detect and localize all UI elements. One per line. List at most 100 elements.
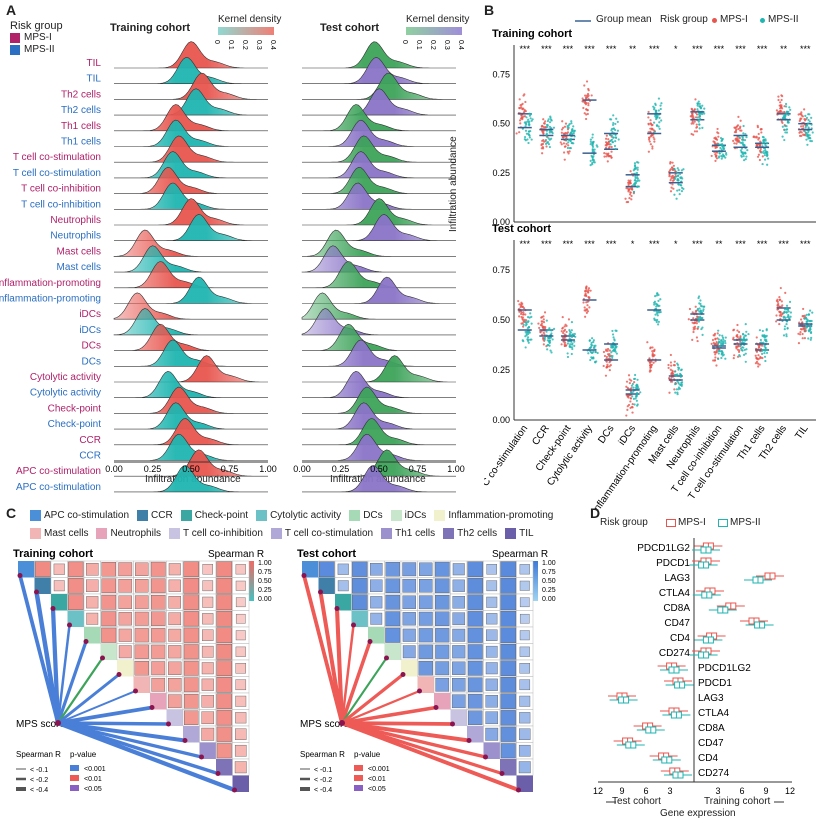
- panel-c-legend-item: iDCs: [390, 510, 426, 521]
- panel-b-point: [522, 311, 525, 314]
- panel-b-point: [552, 327, 556, 330]
- panel-b-point: [756, 126, 760, 129]
- panel-b-point: [741, 141, 744, 144]
- panel-c-colorbar-tick: 1.00: [542, 560, 556, 567]
- panel-b-point: [571, 127, 574, 131]
- panel-b-point: [775, 320, 778, 323]
- panel-b-point: [529, 113, 532, 116]
- panel-b-point: [775, 314, 778, 317]
- panel-b-point: [653, 301, 656, 304]
- panel-b-point: [570, 329, 573, 332]
- panel-b-point: [697, 120, 700, 123]
- panel-b-point: [677, 169, 680, 172]
- panel-b-point: [802, 307, 805, 311]
- panel-b-significance: ***: [584, 239, 595, 249]
- panel-b-point: [585, 287, 588, 290]
- panel-b-point: [596, 145, 599, 148]
- panel-b-ytick: 0.25: [492, 168, 510, 178]
- panel-a-ridge-train: [114, 41, 268, 69]
- panel-b-point: [547, 142, 551, 146]
- panel-b-point: [697, 325, 700, 329]
- panel-b-point: [653, 106, 656, 109]
- panel-b-point: [735, 125, 738, 129]
- panel-c-legend-label: T cell co-inhibition: [183, 528, 263, 539]
- panel-d-gene-label: CD4: [670, 633, 690, 644]
- panel-c-p-title: p-value: [354, 750, 381, 759]
- panel-b-point: [673, 364, 676, 367]
- panel-a-row-label: T cell co-inhibition: [21, 199, 101, 210]
- panel-b-point: [806, 143, 809, 146]
- panel-c-cell-square: [168, 579, 181, 592]
- panel-b-point: [720, 154, 723, 158]
- panel-b-point: [696, 116, 699, 119]
- panel-b-point: [780, 98, 783, 102]
- panel-b-point: [542, 132, 545, 135]
- panel-b-point: [779, 286, 782, 290]
- panel-c-cell-square: [134, 611, 149, 626]
- panel-a-legend-title: Risk group: [10, 20, 63, 32]
- panel-c-colorbar-tick: 0.00: [258, 596, 272, 603]
- panel-b-point: [805, 124, 808, 127]
- panel-b-point: [657, 125, 660, 128]
- panel-b-point: [628, 193, 632, 196]
- panel-c-colorbar-tick: 0.75: [542, 569, 556, 576]
- panel-c-cell-square: [352, 594, 368, 610]
- panel-b-point: [800, 114, 803, 117]
- panel-b-point: [545, 330, 548, 333]
- panel-b-point: [636, 404, 639, 407]
- panel-a-train-colorbar-tick: 0.1: [227, 40, 234, 50]
- panel-b-point: [783, 308, 787, 311]
- panel-c-r-label: < -0.4: [314, 787, 332, 794]
- panel-b-point: [573, 340, 576, 343]
- panel-b-point: [519, 104, 522, 107]
- panel-b-point: [761, 356, 764, 360]
- panel-c-r-label: < -0.1: [314, 767, 332, 774]
- panel-c-link-end: [149, 705, 155, 710]
- panel-b-significance: ***: [563, 239, 574, 249]
- panel-b-point: [721, 139, 724, 142]
- panel-c-cell-square: [235, 613, 246, 624]
- panel-c-cell-square: [183, 627, 199, 643]
- panel-b-point: [669, 178, 672, 182]
- panel-b-point: [523, 93, 526, 96]
- panel-b-point: [736, 139, 740, 142]
- panel-b-point: [590, 337, 594, 340]
- panel-b-point: [584, 289, 587, 292]
- panel-c-legend-swatch: [390, 510, 402, 521]
- panel-b-point: [567, 124, 570, 127]
- panel-b-point: [757, 153, 761, 156]
- panel-c-diagonal-cell: [401, 660, 418, 677]
- panel-b-point: [631, 402, 634, 406]
- panel-c-diagonal-cell: [368, 627, 385, 644]
- panel-b-legend-title: Risk group: [660, 14, 708, 25]
- panel-b-point: [690, 132, 693, 136]
- panel-b-point: [743, 139, 747, 142]
- panel-b-point: [603, 354, 607, 358]
- panel-b-point: [543, 336, 547, 339]
- panel-b-point: [745, 136, 748, 139]
- panel-d-gene-label: LAG3: [664, 573, 690, 584]
- panel-b-point: [757, 132, 760, 136]
- panel-b-point: [755, 360, 759, 363]
- panel-b-point: [702, 308, 705, 311]
- panel-b-point: [559, 141, 562, 144]
- panel-c-cell-square: [201, 727, 215, 741]
- panel-b-point: [545, 145, 548, 148]
- panel-b-point: [638, 179, 641, 182]
- panel-b-point: [606, 353, 610, 356]
- panel-c-legend-item: APC co-stimulation: [30, 510, 129, 521]
- panel-b-point: [628, 196, 631, 200]
- panel-c-cell-square: [216, 627, 233, 644]
- panel-b-point: [631, 382, 634, 386]
- panel-c-link-end: [215, 771, 221, 776]
- panel-b-point: [529, 338, 532, 341]
- panel-b-point: [694, 310, 697, 313]
- panel-b-point: [562, 136, 565, 139]
- panel-b-significance: ***: [714, 44, 725, 54]
- panel-c-cell-square: [435, 628, 450, 643]
- panel-b-point: [722, 155, 725, 158]
- panel-d-gene-label: CTLA4: [659, 588, 691, 599]
- panel-c-diagonal-cell: [51, 594, 68, 611]
- panel-b-point: [765, 338, 768, 341]
- panel-b-point: [778, 322, 781, 326]
